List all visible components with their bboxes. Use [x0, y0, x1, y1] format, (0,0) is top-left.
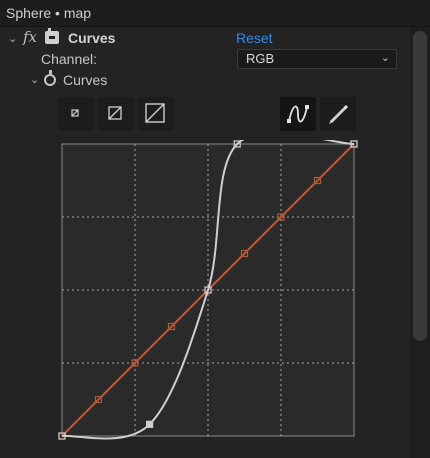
- channel-select[interactable]: RGB ⌄: [237, 49, 397, 69]
- curves-graph-canvas[interactable]: [58, 132, 358, 440]
- chevron-down-icon: ⌄: [380, 52, 390, 64]
- vertical-scrollbar[interactable]: [410, 27, 430, 458]
- red-curve-point: [167, 322, 176, 331]
- red-curve-point: [94, 395, 103, 404]
- composite-curve-point: [145, 420, 154, 428]
- medium-graph-button[interactable]: [98, 97, 134, 131]
- chevron-down-icon[interactable]: ⌄: [30, 74, 40, 86]
- chevron-down-icon[interactable]: ⌄: [8, 33, 18, 45]
- effect-row: ⌄ fx Curves Reset: [0, 28, 406, 51]
- curves-property-label: Curves: [63, 72, 108, 88]
- red-curve-point: [131, 359, 139, 367]
- composite-curve-point: [58, 432, 66, 440]
- composite-curve-point: [204, 286, 212, 294]
- fx-toggle[interactable]: fx: [23, 28, 38, 46]
- red-curve-point: [240, 249, 249, 258]
- large-graph-icon: [145, 103, 165, 123]
- curves-graph[interactable]: [58, 132, 358, 440]
- composite-curve-point: [350, 140, 358, 148]
- bezier-tool-button[interactable]: [280, 97, 316, 131]
- effect-name: Curves: [68, 30, 116, 46]
- scrollbar-thumb[interactable]: [413, 31, 427, 341]
- bezier-curve-icon: [287, 105, 309, 123]
- small-graph-button[interactable]: [58, 97, 94, 131]
- channel-row: Channel: RGB ⌄: [0, 49, 406, 71]
- pencil-icon: [329, 104, 349, 124]
- stopwatch-icon[interactable]: [44, 70, 56, 86]
- effect-icon: [45, 28, 59, 44]
- panel-header: Sphere • map: [0, 0, 430, 27]
- red-curve-point: [277, 213, 285, 221]
- curves-property-row: ⌄ Curves: [0, 70, 406, 92]
- channel-value: RGB: [246, 51, 275, 66]
- small-graph-icon: [71, 109, 79, 117]
- reset-button[interactable]: Reset: [236, 30, 273, 46]
- channel-label: Channel:: [41, 51, 98, 67]
- composite-curve-point: [233, 140, 241, 148]
- panel-title: Sphere • map: [6, 5, 92, 21]
- pencil-tool-button[interactable]: [320, 97, 356, 131]
- red-curve-point: [313, 176, 322, 185]
- medium-graph-icon: [108, 106, 122, 120]
- large-graph-button[interactable]: [138, 97, 174, 131]
